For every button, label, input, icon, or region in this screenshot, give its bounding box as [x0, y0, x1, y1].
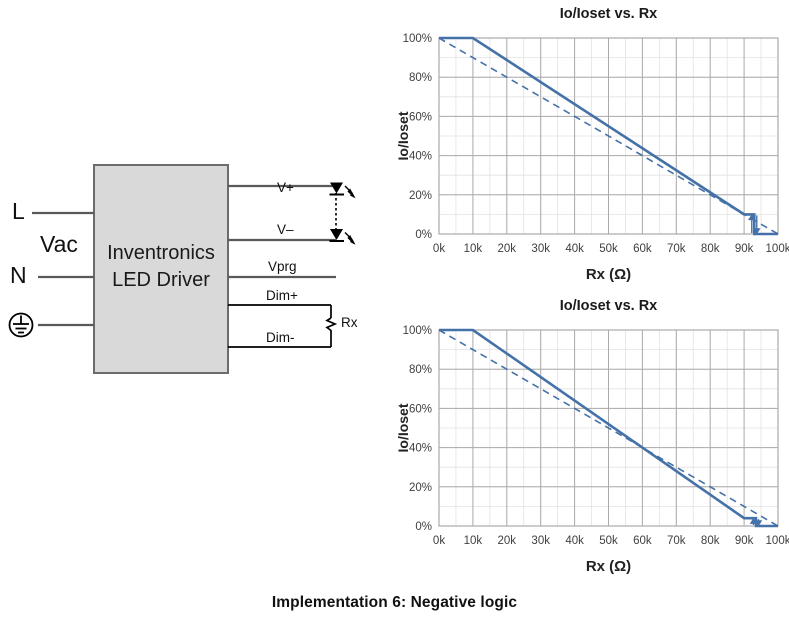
input-label-vac: Vac — [40, 231, 78, 257]
driver-block-label-line2: LED Driver — [112, 269, 210, 291]
x-axis-tick-label: 90k — [735, 243, 754, 255]
chart-io-ioset-vs-rx-1: 0% 20% 40% 60% 80% 100% 0k 10k 20k 30k 40k 50k 60k 70… — [386, 0, 789, 290]
x-axis-tick-label: 70k — [667, 243, 686, 255]
y-axis-title: Io/Ioset — [395, 403, 411, 452]
x-axis-tick-label: 40k — [565, 535, 584, 547]
x-axis-tick-label: 20k — [498, 535, 517, 547]
x-axis-tick-label: 80k — [701, 535, 720, 547]
chart-io-ioset-vs-rx-2: 0% 20% 40% 60% 80% 100% 0k 10k 20k 30k 40k 50k 60k 70… — [386, 292, 789, 582]
x-axis-tick-label: 80k — [701, 243, 720, 255]
x-axis-tick-label: 70k — [667, 535, 686, 547]
driver-block-label-line1: Inventronics — [107, 242, 215, 264]
output-label-vprg: Vprg — [268, 259, 297, 274]
dim-loop-wires — [228, 304, 332, 348]
series-line-dashed — [438, 37, 779, 235]
output-label-dimplus: Dim+ — [266, 288, 298, 303]
x-axis-tick-label: 30k — [531, 535, 550, 547]
y-axis-tick-label: 20% — [409, 190, 432, 202]
x-axis-tick-label: 90k — [735, 535, 754, 547]
series-line-dashed — [438, 329, 779, 527]
output-label-vminus: V– — [277, 222, 294, 237]
shutdown-step-arrows — [748, 214, 761, 235]
y-axis-tick-label: 100% — [403, 325, 432, 337]
chart-title: Io/Ioset vs. Rx — [560, 6, 658, 22]
y-axis-title: Io/Ioset — [395, 111, 411, 160]
led-diode-icon — [329, 182, 356, 199]
x-axis-tick-label: 100k — [766, 243, 789, 255]
chart-plot-border — [438, 37, 779, 235]
led-driver-circuit-diagram: L Vac N Inventronics LED Driver V+ V– Vp… — [0, 0, 380, 600]
output-wires — [228, 184, 336, 279]
y-axis-tick-label: 40% — [409, 151, 432, 163]
y-axis-tick-label: 0% — [415, 521, 432, 533]
earth-ground-icon — [8, 312, 34, 338]
input-label-neutral: N — [10, 262, 27, 288]
y-axis-tick-label: 0% — [415, 229, 432, 241]
x-axis-tick-label: 10k — [464, 535, 483, 547]
y-axis-tick-label: 100% — [403, 33, 432, 45]
figure-caption: Implementation 6: Negative logic — [271, 594, 518, 611]
chart-plot-border — [438, 329, 779, 527]
y-axis-tick-label: 40% — [409, 443, 432, 455]
output-label-vplus: V+ — [277, 180, 294, 195]
output-label-dimminus: Dim- — [266, 330, 295, 345]
input-label-live: L — [12, 198, 25, 224]
y-axis-tick-label: 20% — [409, 482, 432, 494]
x-axis-tick-label: 60k — [633, 243, 652, 255]
series-line-solid — [439, 328, 778, 528]
x-axis-tick-label: 50k — [599, 243, 618, 255]
y-axis-tick-label: 80% — [409, 72, 432, 84]
input-wires — [32, 211, 94, 327]
x-axis-tick-label: 20k — [498, 243, 517, 255]
x-axis-tick-label: 60k — [633, 535, 652, 547]
resistor-label-rx: Rx — [341, 315, 358, 330]
driver-block — [93, 164, 229, 374]
x-axis-tick-label: 30k — [531, 243, 550, 255]
x-axis-tick-label: 0k — [433, 243, 445, 255]
x-axis-tick-label: 0k — [433, 535, 445, 547]
x-axis-tick-label: 10k — [464, 243, 483, 255]
led-diode-icon — [329, 229, 356, 245]
y-axis-tick-label: 60% — [409, 111, 432, 123]
y-axis-tick-label: 60% — [409, 403, 432, 415]
x-axis-tick-label: 50k — [599, 535, 618, 547]
chart-title: Io/Ioset vs. Rx — [560, 298, 658, 314]
rx-resistor-icon — [325, 317, 338, 334]
y-axis-tick-label: 80% — [409, 364, 432, 376]
x-axis-tick-label: 100k — [766, 535, 789, 547]
x-axis-title: Rx (Ω) — [586, 558, 631, 575]
x-axis-tick-label: 40k — [565, 243, 584, 255]
x-axis-title: Rx (Ω) — [586, 266, 631, 283]
shutdown-step-arrows — [749, 517, 763, 527]
series-line-solid — [439, 36, 778, 236]
led-string — [329, 182, 356, 245]
